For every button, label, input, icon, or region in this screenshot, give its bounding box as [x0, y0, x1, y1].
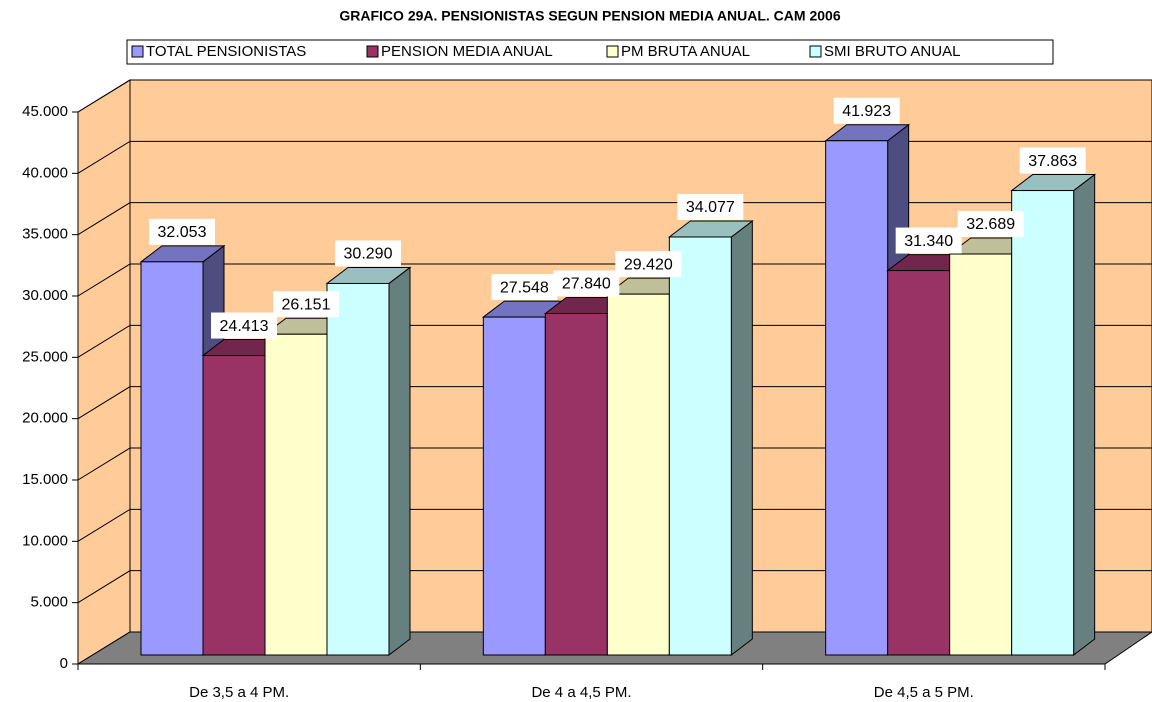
y-tick-label: 40.000 — [22, 164, 68, 181]
legend-swatch — [809, 45, 822, 58]
chart-title: GRAFICO 29A. PENSIONISTAS SEGUN PENSION … — [339, 8, 840, 24]
bar — [949, 253, 1013, 656]
bar — [140, 261, 204, 656]
legend-label: PENSION MEDIA ANUAL — [381, 43, 553, 60]
value-label-box — [1019, 147, 1086, 174]
y-tick-label: 35.000 — [22, 226, 68, 243]
grid-line — [77, 79, 1152, 113]
bar-side — [730, 219, 753, 657]
y-tick-label: 25.000 — [22, 348, 68, 365]
bar-side — [1073, 173, 1096, 657]
bar — [202, 355, 266, 656]
bar-side — [388, 266, 411, 657]
legend-label: SMI BRUTO ANUAL — [824, 43, 960, 60]
value-label: 34.077 — [686, 199, 735, 216]
bar — [326, 282, 390, 656]
value-label: 30.290 — [344, 246, 393, 263]
value-label: 41.923 — [842, 103, 891, 120]
grid-line — [77, 324, 1152, 358]
x-tick-label: De 3,5 a 4 PM. — [189, 684, 289, 701]
grid-line — [77, 447, 1152, 481]
grid-line — [77, 263, 1152, 297]
value-label: 37.863 — [1028, 153, 1077, 170]
value-label-box — [833, 97, 900, 124]
bar — [544, 312, 608, 656]
x-tick-label: De 4 a 4,5 PM. — [531, 684, 631, 701]
legend-swatch — [606, 45, 619, 58]
legend-swatch — [131, 45, 144, 58]
y-tick-label: 0 — [60, 655, 68, 672]
x-tick-label: De 4,5 a 5 PM. — [874, 684, 974, 701]
legend-swatch — [366, 45, 379, 58]
value-label-box — [335, 240, 401, 267]
bar — [482, 316, 546, 656]
value-label-box — [553, 270, 620, 297]
value-label: 31.340 — [904, 233, 953, 250]
side-wall — [77, 79, 131, 665]
value-label-box — [211, 312, 277, 339]
grid-line — [77, 570, 1152, 604]
y-tick-label: 30.000 — [22, 287, 68, 304]
value-label-box — [491, 274, 558, 301]
value-label: 24.413 — [220, 318, 269, 335]
bar — [264, 333, 328, 656]
y-tick-label: 5.000 — [30, 594, 68, 611]
legend-label: TOTAL PENSIONISTAS — [146, 43, 306, 60]
grid-line — [77, 386, 1152, 420]
value-label: 29.420 — [624, 256, 673, 273]
y-tick-label: 15.000 — [22, 471, 68, 488]
grid-line — [77, 202, 1152, 236]
value-label: 27.548 — [500, 279, 549, 296]
grid-line — [77, 508, 1152, 542]
value-label-box — [677, 193, 744, 220]
legend-label: PM BRUTA ANUAL — [621, 43, 750, 60]
value-label: 26.151 — [282, 296, 331, 313]
value-label-box — [273, 291, 339, 318]
value-label-box — [957, 211, 1024, 238]
bar — [825, 140, 889, 656]
value-label-box — [615, 251, 682, 278]
y-tick-label: 45.000 — [22, 103, 68, 120]
value-label-box — [895, 227, 962, 254]
y-tick-label: 20.000 — [22, 410, 68, 427]
value-label: 32.053 — [158, 224, 207, 241]
value-label-box — [149, 218, 215, 245]
value-label: 27.840 — [562, 276, 611, 293]
legend-box — [126, 39, 1054, 65]
bar — [668, 236, 732, 656]
y-tick-label: 10.000 — [22, 532, 68, 549]
bar — [887, 270, 951, 656]
bar — [606, 293, 670, 656]
grid-line — [77, 140, 1152, 174]
value-label: 32.689 — [966, 216, 1015, 233]
bar — [1011, 190, 1075, 656]
